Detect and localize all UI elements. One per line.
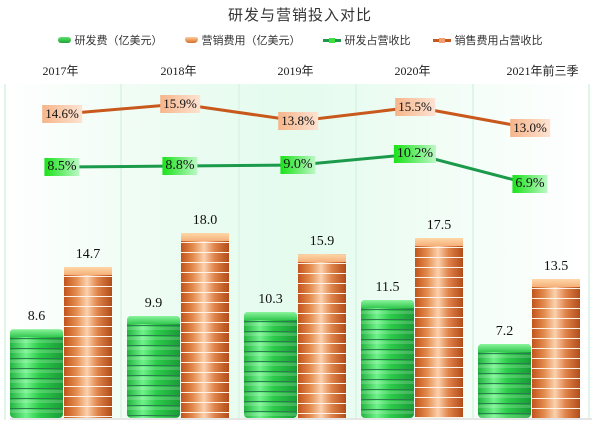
bar-cap bbox=[361, 299, 414, 308]
category-label: 2019年 bbox=[277, 64, 314, 78]
chart-title: 研发与营销投入对比 bbox=[227, 8, 372, 24]
rd-cost-bar[interactable] bbox=[244, 311, 297, 418]
bar-cap bbox=[127, 316, 180, 325]
orange-bar-icon bbox=[184, 37, 198, 43]
rd-cost-bar[interactable] bbox=[10, 329, 63, 418]
marketing-cost-bar[interactable] bbox=[532, 278, 580, 418]
rd-ratio-label: 10.2% bbox=[393, 145, 437, 163]
category-label: 2018年 bbox=[160, 64, 197, 78]
rd-ratio-label: 8.8% bbox=[162, 157, 198, 175]
bar-cap bbox=[478, 343, 531, 352]
bar-cap bbox=[64, 266, 112, 275]
legend-item-rd-cost[interactable]: 研发费（亿美元） bbox=[57, 32, 163, 48]
bar-value-label: 10.3 bbox=[258, 291, 283, 307]
marketing-cost-bar[interactable] bbox=[298, 254, 346, 418]
marketing-cost-bar[interactable] bbox=[64, 266, 112, 418]
green-bar-icon bbox=[57, 37, 71, 43]
sales-ratio-label: 15.5% bbox=[395, 98, 435, 116]
legend-item-rd-ratio[interactable]: 研发占营收比 bbox=[322, 32, 411, 48]
rd-ratio-label: 6.9% bbox=[512, 175, 548, 193]
rd-cost-bar[interactable] bbox=[127, 316, 180, 418]
orange-line-icon bbox=[432, 37, 451, 43]
rd-ratio-label: 9.0% bbox=[280, 156, 316, 174]
bar-cap bbox=[415, 237, 463, 246]
bar-value-label: 13.5 bbox=[543, 258, 569, 274]
bar-cap bbox=[10, 329, 63, 338]
category-label: 2020年 bbox=[394, 64, 431, 78]
legend-label: 研发费（亿美元） bbox=[74, 35, 163, 47]
bar-value-label: 11.5 bbox=[375, 279, 400, 295]
sales-ratio-label: 13.8% bbox=[278, 112, 318, 130]
legend-label: 营销费用（亿美元） bbox=[201, 35, 301, 47]
legend-item-sales-ratio[interactable]: 销售费用占营收比 bbox=[432, 32, 543, 48]
legend-label: 销售费用占营收比 bbox=[454, 35, 543, 47]
bar-cap bbox=[244, 311, 297, 320]
sales-ratio-label: 13.0% bbox=[510, 119, 550, 137]
bar-value-label: 9.9 bbox=[144, 296, 163, 312]
legend-label: 研发占营收比 bbox=[344, 35, 411, 47]
category-label: 2021年前三季 bbox=[506, 64, 579, 78]
sales-ratio-label: 14.6% bbox=[42, 105, 82, 123]
bar-value-label: 17.5 bbox=[426, 217, 452, 233]
rd-ratio-label: 8.5% bbox=[44, 158, 80, 176]
rd-cost-bar[interactable] bbox=[478, 343, 531, 418]
bar-value-label: 14.7 bbox=[75, 246, 101, 262]
legend-item-marketing-cost[interactable]: 营销费用（亿美元） bbox=[184, 32, 301, 48]
bar-value-label: 15.9 bbox=[309, 234, 335, 250]
bar-value-label: 7.2 bbox=[495, 323, 514, 339]
bar-cap bbox=[298, 254, 346, 263]
bar-value-label: 18.0 bbox=[192, 212, 218, 228]
bar-cap bbox=[532, 278, 580, 287]
rd-cost-bar[interactable] bbox=[361, 299, 414, 418]
bar-cap bbox=[181, 232, 229, 241]
marketing-cost-bar[interactable] bbox=[415, 237, 463, 418]
sales-ratio-label: 15.9% bbox=[160, 95, 200, 113]
category-label: 2017年 bbox=[42, 64, 79, 78]
bar-value-label: 8.6 bbox=[27, 309, 46, 325]
green-line-icon bbox=[322, 37, 341, 43]
marketing-cost-bar[interactable] bbox=[181, 232, 229, 418]
legend: 研发费（亿美元） 营销费用（亿美元） 研发占营收比 销售费用占营收比 bbox=[0, 32, 600, 48]
